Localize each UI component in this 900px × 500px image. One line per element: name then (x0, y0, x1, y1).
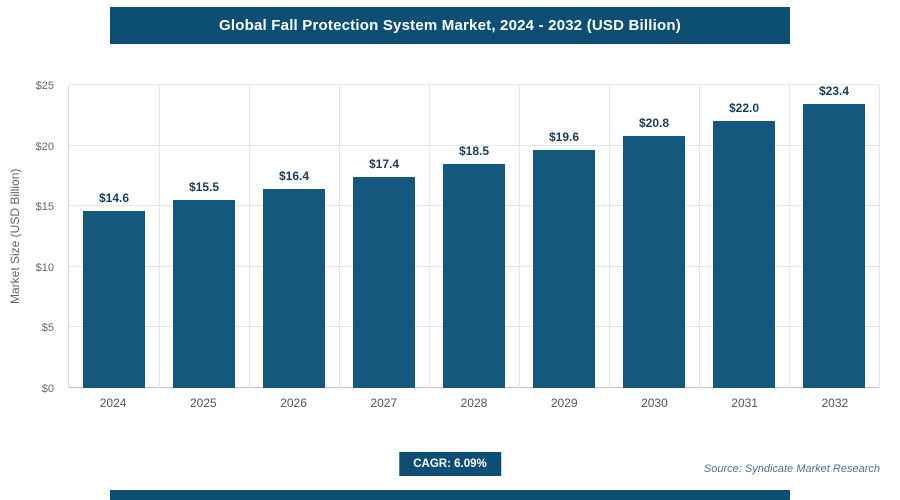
bar-value-label: $18.5 (458, 143, 490, 158)
bar-column: $14.6 (69, 85, 159, 388)
bar-column: $15.5 (159, 85, 249, 388)
bar-value-label: $20.8 (638, 115, 669, 130)
x-tick-label: 2030 (641, 396, 668, 410)
x-tick-label: 2028 (460, 396, 488, 410)
bar-column: $22.0 (699, 85, 789, 388)
bar-2029 (533, 150, 595, 388)
h-gridline (69, 84, 879, 85)
bar-2032 (803, 104, 865, 388)
bar-2026 (263, 189, 325, 388)
v-gridline (789, 85, 790, 388)
bar-value-label: $15.5 (188, 180, 220, 195)
bar-2030 (623, 135, 685, 388)
y-tick-label: $0 (41, 383, 54, 395)
y-tick-label: $15 (35, 201, 54, 214)
bar-value-label: $17.4 (368, 157, 399, 172)
v-gridline (699, 85, 700, 388)
x-tick-label: 2032 (821, 396, 849, 410)
source-text: Source: Syndicate Market Research (703, 463, 880, 475)
bar-2024 (83, 211, 145, 388)
v-gridline (519, 85, 520, 388)
bar-2028 (443, 163, 505, 388)
x-tick-label: 2026 (280, 396, 307, 410)
x-tick-label: 2027 (370, 396, 398, 410)
y-tick-label: $25 (35, 80, 54, 92)
h-gridline (69, 144, 879, 146)
bar-value-label: $14.6 (98, 191, 130, 206)
bar-2031 (713, 121, 775, 388)
bar-column: $17.4 (339, 85, 429, 388)
y-tick-label: $5 (41, 322, 54, 335)
x-tick-label: 2024 (99, 396, 127, 410)
bottom-strip (110, 490, 790, 500)
bar-2025 (173, 200, 235, 388)
chart-title: Global Fall Protection System Market, 20… (219, 17, 681, 34)
y-tick-label: $10 (35, 261, 54, 274)
bar-column: $20.8 (609, 85, 699, 388)
plot-area: $14.6 $15.5 $16.4 $17.4 $18.5 $19.6 $20.8 $22.0… (68, 84, 880, 388)
v-gridline (338, 85, 340, 388)
x-tick-label: 2029 (550, 396, 578, 410)
x-tick-label: 2025 (189, 396, 217, 410)
bar-value-label: $16.4 (278, 169, 310, 184)
cagr-badge: CAGR: 6.09% (399, 452, 501, 476)
bar-column: $18.5 (429, 85, 519, 388)
v-gridline (608, 85, 610, 388)
v-gridline (249, 85, 250, 388)
y-tick-label: $20 (35, 140, 54, 153)
bar-value-label: $19.6 (548, 130, 580, 145)
bar-column: $16.4 (249, 85, 339, 388)
x-axis-labels: 2024 2025 2026 2027 2028 2029 2030 2031 2032 (68, 396, 880, 416)
v-gridline (159, 85, 160, 388)
v-gridline (429, 85, 430, 388)
bar-value-label: $22.0 (728, 101, 760, 116)
bar-2027 (353, 177, 415, 388)
bar-value-label: $23.4 (818, 84, 850, 99)
x-tick-label: 2031 (731, 396, 758, 410)
chart-header: Global Fall Protection System Market, 20… (110, 7, 790, 44)
y-axis-ticks: $0 $5 $10 $15 $20 $25 (0, 80, 62, 395)
bar-column: $19.6 (519, 85, 609, 388)
bar-column: $23.4 (789, 84, 879, 388)
